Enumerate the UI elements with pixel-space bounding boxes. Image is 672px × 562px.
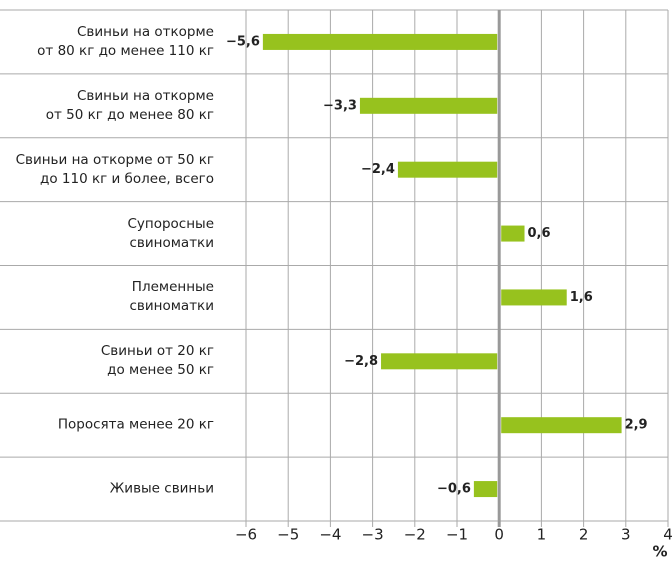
x-tick-label: 0: [494, 526, 504, 544]
category-label: Живые свиньи: [109, 480, 214, 497]
value-label: −2,8: [344, 354, 378, 369]
category-label: Свиньи на откорме от 50 кг до 110 кг и б…: [15, 151, 214, 187]
x-tick-label: 4: [663, 526, 672, 544]
bar: [501, 289, 567, 306]
x-axis-label: %: [652, 543, 667, 561]
category-label: Супоросные свиноматки: [127, 215, 214, 251]
category-label: Поросята менее 20 кг: [57, 416, 214, 433]
x-tick-label: 3: [621, 526, 631, 544]
x-tick-label: −3: [362, 526, 384, 544]
x-tick-label: −4: [319, 526, 341, 544]
category-label: Племенные свиноматки: [129, 279, 215, 315]
bar: [501, 417, 622, 434]
value-label: −0,6: [437, 482, 471, 497]
bar: [473, 481, 498, 498]
category-label: Свиньи от 20 кг до менее 50 кг: [100, 343, 214, 379]
value-label: −5,6: [226, 34, 260, 49]
bar: [381, 353, 498, 370]
bar: [501, 225, 525, 242]
value-label: −3,3: [323, 98, 357, 113]
category-label: Свиньи на откорме от 50 кг до менее 80 к…: [45, 87, 214, 123]
bar: [262, 33, 498, 50]
category-label: Свиньи на откорме от 80 кг до менее 110 …: [37, 23, 214, 59]
value-label: −2,4: [361, 162, 395, 177]
value-label: 0,6: [528, 226, 551, 241]
x-tick-label: 2: [579, 526, 589, 544]
x-tick-label: −6: [235, 526, 257, 544]
bar: [359, 97, 498, 114]
bar: [397, 161, 498, 178]
value-label: 2,9: [625, 418, 648, 433]
value-label: 1,6: [570, 290, 593, 305]
x-tick-label: −2: [404, 526, 426, 544]
x-tick-label: 1: [537, 526, 547, 544]
x-tick-label: −5: [277, 526, 299, 544]
x-tick-label: −1: [446, 526, 468, 544]
